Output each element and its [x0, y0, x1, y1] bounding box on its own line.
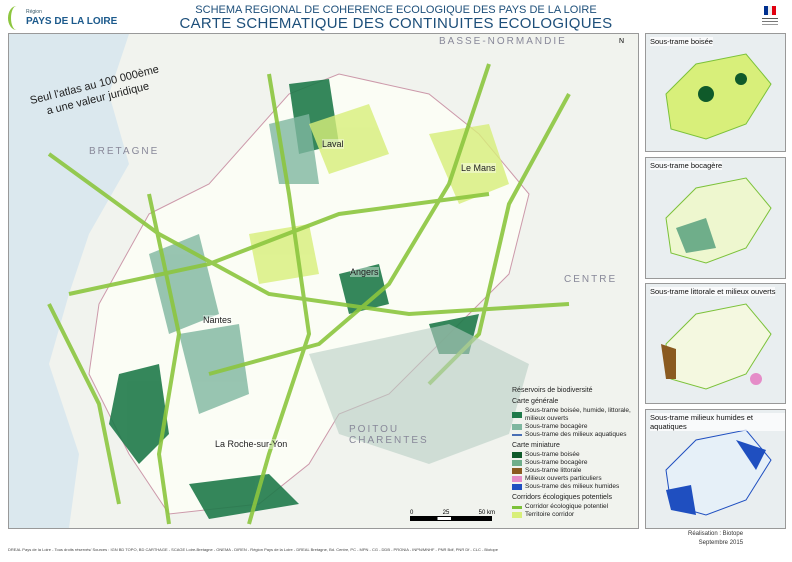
map-graphic — [47, 34, 638, 528]
scale-bar: 0 25 50 km — [410, 510, 495, 521]
legend-item: Sous-trame boisée, humide, littorale, mi… — [512, 407, 636, 423]
mini-map-label: Sous-trame boisée — [650, 37, 713, 46]
region-label: BASSE-NORMANDIE — [439, 36, 567, 47]
legend-corridor-title: Corridors écologiques potentiels — [512, 494, 612, 501]
credit-author: Réalisation : Biotope — [688, 531, 744, 537]
main-map[interactable]: BASSE-NORMANDIE BRETAGNE CENTRE POITOU C… — [8, 33, 639, 529]
map-legend: Réservoirs de biodiversité Carte général… — [512, 384, 636, 519]
government-logo — [758, 4, 782, 28]
region-logo: Région PAYS DE LA LOIRE — [8, 6, 128, 30]
logo-name: PAYS DE LA LOIRE — [26, 16, 118, 27]
legend-title: Réservoirs de biodiversité — [512, 387, 593, 394]
logo-small-text: Région — [26, 9, 42, 15]
city-label: Laval — [322, 139, 344, 149]
legend-item: Sous-trame littorale — [512, 467, 636, 475]
legend-item: Corridor écologique potentiel — [512, 503, 636, 511]
legend-mini-title: Carte miniature — [512, 442, 560, 449]
credit: Réalisation : Biotope Septembre 2015 — [688, 530, 743, 548]
region-label: BRETAGNE — [89, 146, 160, 157]
north-arrow-icon: N — [619, 38, 625, 45]
region-label: CENTRE — [564, 274, 618, 285]
mini-map-label: Sous-trame milieux humides et aquatiques — [650, 413, 785, 431]
legend-item: Sous-trame des milieux humides — [512, 483, 636, 491]
mini-map-littorale[interactable]: Sous-trame littorale et milieux ouverts — [645, 283, 786, 404]
page-title: CARTE SCHEMATIQUE DES CONTINUITES ECOLOG… — [179, 15, 613, 32]
city-label: La Roche-sur-Yon — [215, 439, 288, 449]
credit-date: Septembre 2015 — [698, 540, 744, 546]
mini-map-boisee[interactable]: Sous-trame boisée — [645, 33, 786, 152]
sources-footer: DREAL Pays de la Loire - Tous droits rés… — [8, 547, 498, 552]
legend-item: Sous-trame bocagère — [512, 423, 636, 431]
mini-map-label: Sous-trame bocagère — [650, 161, 723, 170]
city-label: Angers — [350, 267, 379, 277]
region-label: POITOU CHARENTES — [349, 424, 429, 446]
legend-item: Sous-trame des milieux aquatiques — [512, 431, 636, 439]
city-label: Nantes — [203, 315, 232, 325]
legend-general-title: Carte générale — [512, 398, 559, 405]
legend-item: Sous-trame boisée — [512, 451, 636, 459]
mini-map-humides[interactable]: Sous-trame milieux humides et aquatiques — [645, 409, 786, 529]
city-label: Le Mans — [461, 163, 496, 173]
title-line1: SCHEMA REGIONAL DE COHERENCE ECOLOGIQUE … — [195, 4, 597, 16]
mini-map-label: Sous-trame littorale et milieux ouverts — [650, 287, 776, 296]
legend-item: Milieux ouverts particuliers — [512, 475, 636, 483]
legend-item: Territoire corridor — [512, 511, 636, 519]
mini-map-bocagere[interactable]: Sous-trame bocagère — [645, 157, 786, 279]
legend-item: Sous-trame bocagère — [512, 459, 636, 467]
